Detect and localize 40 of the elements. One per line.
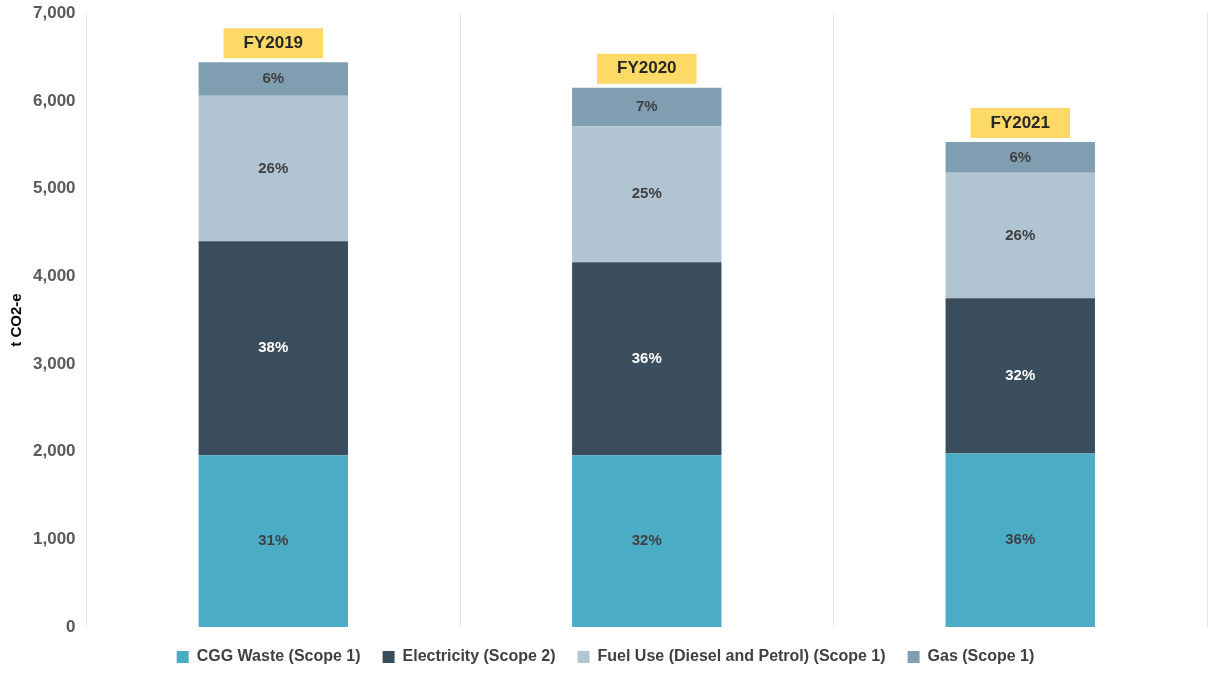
y-tick-label: 5,000 xyxy=(32,178,76,198)
x-tick-label: FY2019 xyxy=(243,32,304,52)
bar xyxy=(198,241,348,456)
bar xyxy=(572,455,722,627)
annotation: 25% xyxy=(631,184,662,202)
x-tick-label: FY2021 xyxy=(990,112,1051,132)
annotation: 7% xyxy=(635,97,658,115)
y-tick-label: 3,000 xyxy=(32,353,76,373)
annotation: 32% xyxy=(631,531,662,549)
annotation: 6% xyxy=(1009,147,1032,165)
bar xyxy=(945,298,1095,454)
legend-label: Electricity (Scope 2) xyxy=(402,647,556,665)
annotation: 36% xyxy=(631,348,662,366)
bar xyxy=(945,172,1095,299)
bar xyxy=(198,95,348,242)
x-tick-label: FY2020 xyxy=(617,58,677,78)
y-tick-label: 7,000 xyxy=(32,2,76,22)
bar xyxy=(198,62,348,96)
y-tick-label: 2,000 xyxy=(32,441,76,461)
bar xyxy=(572,262,722,456)
bar xyxy=(572,87,722,127)
annotation: 31% xyxy=(258,531,289,549)
bar xyxy=(572,126,722,263)
legend-label: CGG Waste (Scope 1) xyxy=(196,647,361,665)
annotation: 32% xyxy=(1005,365,1036,383)
y-tick-label: 6,000 xyxy=(32,90,76,110)
legend-label: Gas (Scope 1) xyxy=(927,647,1035,665)
annotation: 6% xyxy=(262,69,285,87)
y-tick-label: 4,000 xyxy=(32,265,76,285)
bar xyxy=(198,455,348,627)
bar xyxy=(945,453,1095,627)
annotation: 38% xyxy=(258,338,289,356)
y-axis-title: t CO2-e xyxy=(7,293,25,347)
y-tick-label: 1,000 xyxy=(32,529,76,548)
annotation: 26% xyxy=(258,158,289,176)
annotation: 26% xyxy=(1005,225,1036,243)
legend-label: Fuel Use (Diesel and Petrol) (Scope 1) xyxy=(597,647,886,665)
y-tick-label: 0 xyxy=(66,616,76,636)
annotation: 36% xyxy=(1005,530,1036,548)
bar xyxy=(945,142,1095,173)
